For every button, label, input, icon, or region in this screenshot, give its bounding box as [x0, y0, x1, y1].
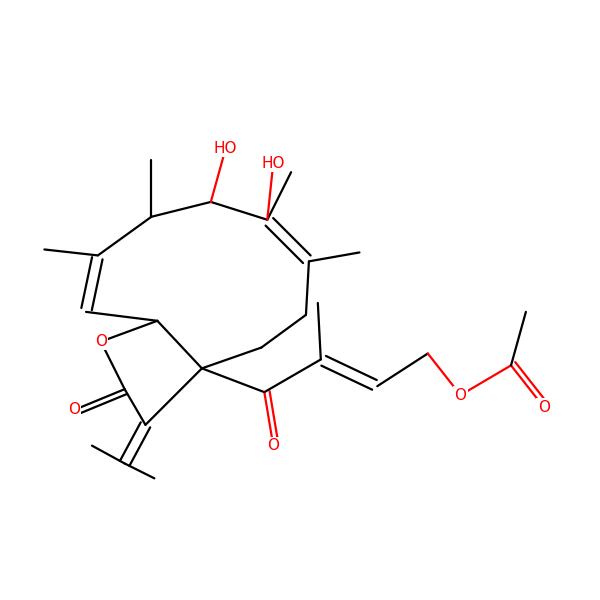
- Text: O: O: [95, 334, 107, 349]
- Text: O: O: [267, 438, 279, 453]
- Text: HO: HO: [262, 156, 285, 171]
- Text: O: O: [538, 400, 550, 415]
- Text: O: O: [68, 403, 80, 418]
- Text: HO: HO: [214, 141, 238, 156]
- Text: O: O: [454, 388, 466, 403]
